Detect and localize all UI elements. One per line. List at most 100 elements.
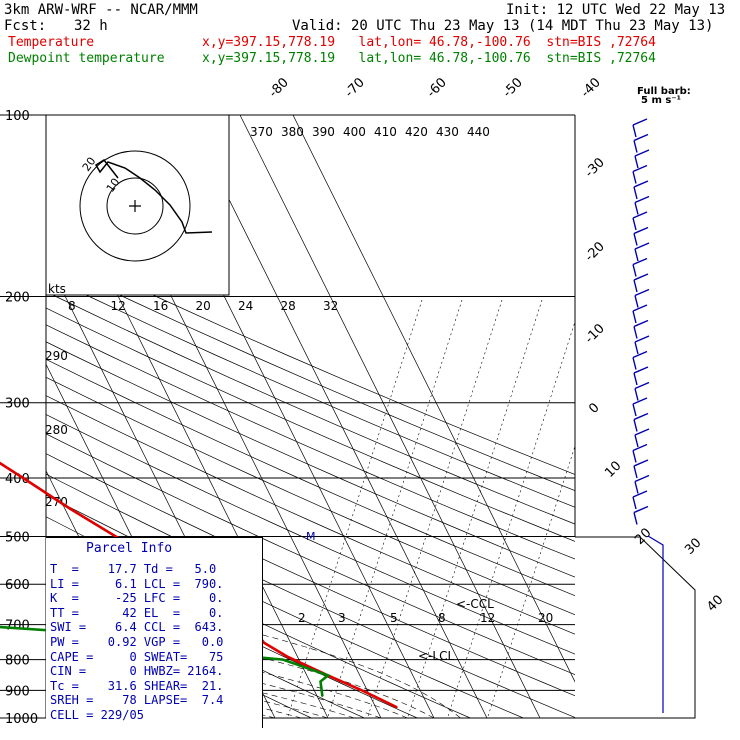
parcel-info-row: LI = 6.1 LCL = 790. [50,576,224,591]
temperature-point [22,477,24,479]
theta-label: 370 [250,125,273,139]
temperature-point [69,508,72,510]
ccl-marker: <-CCL [456,597,494,611]
hodograph-ring [79,150,191,262]
level-marker-m: M [306,530,316,543]
dry-adiabat-line [46,395,575,635]
theta-label: 440 [467,125,490,139]
dry-adiabat-line [46,376,575,616]
wind-barb [633,273,649,293]
hodograph [45,114,230,296]
theta-label: 380 [281,125,304,139]
theta-label: 390 [312,125,335,139]
isotherm-label: -20 [582,239,608,265]
temperature-point [396,706,398,709]
theta-label: 400 [343,125,366,139]
dry-adiabat-line [46,433,575,675]
dry-adiabat-line [46,291,575,525]
model-title: 3km ARW-WRF -- NCAR/MMM [4,2,198,18]
wind-barb [634,474,650,494]
wind-barb [633,180,649,200]
mixing-ratio-label: 8 [438,611,446,625]
wind-barb [632,118,648,138]
temperature-point [361,689,363,692]
parcel-info-row: CIN = 0 HWBZ= 2164. [50,664,224,679]
wind-barb [633,226,649,246]
forecast-value: 32 h [74,18,108,34]
wind-barb [634,195,650,215]
barb-scale-value: 5 m s⁻¹ [641,95,681,106]
mixing-ratio-label: 12 [480,611,495,625]
dewpoint-point [321,695,324,697]
legend-temperature-info: x,y=397.15,778.19 lat,lon= 46.78,-100.76… [202,35,656,50]
isotherm-label: -60 [424,75,450,101]
dry-adiabat-line [46,307,575,542]
dewpoint-point [319,680,322,683]
pressure-tick-label: 900 [5,684,30,699]
wind-barb [633,366,649,386]
wind-barb [632,490,648,510]
parcel-info-row: SWI = 6.4 CCL = 643. [50,620,224,635]
pressure-tick-label: 200 [5,291,30,306]
isotherm-line [292,115,575,683]
pressure-tick-label: 300 [5,397,30,412]
theta-label: 410 [374,125,397,139]
dry-adiabat-line [46,244,575,475]
pressure-tick-label: 400 [5,472,30,487]
mixing-ratio-label: 3 [338,611,346,625]
pressure-tick-label: 500 [5,530,30,545]
wind-barb [634,242,650,262]
pressure-tick-label: 600 [5,578,30,593]
wind-barb [633,133,649,153]
wind-barb [632,350,648,370]
isotherm-label: 30 [682,536,704,558]
dewpoint-point [282,658,284,661]
isotherm-line [186,115,488,718]
wind-barb [633,505,649,525]
isotherm-label: -30 [582,155,608,181]
theta-label: 430 [436,125,459,139]
wind-barb [632,397,648,417]
dry-adiabat-line [46,414,575,655]
dry-adiabat-line [46,275,575,508]
hodograph-center-icon [129,200,141,212]
pressure-tick-label: 700 [5,619,30,634]
moist-adiabat-line [46,623,408,718]
dry-adiabat-line [46,453,575,697]
hodograph-frame [45,114,230,296]
temperature-line [0,461,398,709]
legend-temperature-name: Temperature [8,35,95,50]
mixing-ratio-label: 5 [390,611,398,625]
wind-barb [632,304,648,324]
mixing-ratio-line [487,445,575,718]
mixing-ratio-label: 20 [538,611,553,625]
isotherm-label: 20 [632,526,654,548]
frame-lower-right [0,536,696,719]
parcel-info-row: PW = 0.92 VGP = 0.0 [50,635,224,649]
temperature-point [263,641,265,644]
mixing-ratio-label: 16 [153,299,168,313]
barb-scale-title: Full barb: [637,86,691,97]
isotherm-label: -50 [500,75,526,101]
mixing-ratio-label: 32 [323,299,338,313]
wind-barb [634,149,650,169]
dry-adiabat-line [46,259,575,492]
wind-barb [632,164,648,184]
parcel-info-row: CAPE = 0 SWEAT= 75 [50,649,224,664]
dry-adiabat-line [46,358,575,597]
init-time: Init: 12 UTC Wed 22 May 13 [506,2,726,18]
dewpoint-point [327,674,329,677]
lcl-marker: <-LCL [418,649,454,663]
parcel-info-title: Parcel Info [86,541,173,556]
temperature-point [285,655,288,658]
pressure-tick-label: 1000 [5,712,38,727]
parcel-info-row: CELL = 229/05 [50,708,144,722]
isotherm-label: -10 [582,321,608,347]
temperature-point [115,535,117,538]
mixing-ratio-line [367,299,503,718]
moist-adiabat-line [46,584,461,718]
mixing-ratio-label: 2 [298,611,306,625]
mixing-ratio-label: 8 [68,299,76,313]
legend-dewpoint-name: Dewpoint temperature [8,51,165,66]
